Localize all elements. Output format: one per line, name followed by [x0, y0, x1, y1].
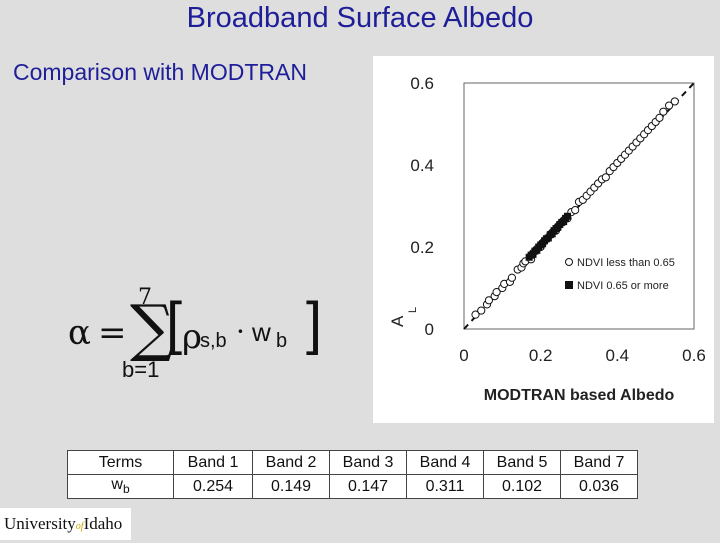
y-tick-label: 0.6 [410, 74, 434, 93]
legend-marker-circle [565, 258, 573, 266]
y-axis-label-subscript: L [407, 307, 419, 313]
data-point-circle [655, 113, 664, 122]
legend-label: NDVI 0.65 or more [577, 280, 669, 292]
formula-equals: = [98, 313, 127, 353]
table-header: Band 1 [173, 450, 253, 475]
table-header-row: Terms Band 1 Band 2 Band 3 Band 4 Band 5… [67, 450, 638, 475]
table-cell: 0.036 [560, 474, 638, 499]
table-header: Band 4 [406, 450, 484, 475]
formula-right-bracket: ] [306, 291, 323, 356]
table-header: Band 2 [252, 450, 330, 475]
formula-sigma: ∑ [130, 291, 175, 364]
legend-marker-square [565, 281, 573, 289]
y-tick-label: 0 [425, 320, 434, 339]
legend-label: NDVI less than 0.65 [577, 257, 675, 269]
logo-text-idaho: Idaho [83, 514, 123, 533]
table-row-label: wb [67, 474, 174, 499]
table-header: Terms [67, 450, 174, 475]
table-cell: 0.311 [406, 474, 484, 499]
formula-w: w [252, 317, 271, 347]
data-point-circle [664, 101, 674, 110]
data-point-circle [484, 296, 494, 305]
table-header: Band 7 [560, 450, 638, 475]
formula-upper-limit: 7 [138, 285, 152, 310]
data-point-circle [492, 288, 501, 297]
table-cell: 0.102 [483, 474, 561, 499]
x-tick-label: 0.2 [529, 346, 553, 365]
table-cell: 0.147 [329, 474, 407, 499]
x-tick-label: 0.4 [606, 346, 630, 365]
data-point-circle [477, 306, 486, 315]
logo-text-university: University [4, 514, 76, 533]
table-cell: 0.149 [252, 474, 330, 499]
y-tick-label: 0.4 [410, 156, 434, 175]
data-point-circle [601, 173, 610, 182]
scatter-chart: 0 0.2 0.4 0.6 0 0.2 0.4 0.6 MODTRAN based Albedo… [388, 74, 706, 404]
slide-subtitle: Comparison with MODTRAN [13, 59, 307, 85]
row-label-w: w [111, 476, 123, 494]
university-logo: UniversityofIdaho [0, 508, 131, 540]
data-point-circle [571, 206, 580, 215]
plot-frame [463, 82, 695, 330]
y-axis-label: A [388, 315, 407, 327]
table-header: Band 5 [483, 450, 561, 475]
x-tick-label: 0 [459, 346, 468, 365]
formula-dot: · [236, 315, 245, 348]
y-tick-label: 0.2 [410, 238, 434, 257]
formula-w-subscript: b [276, 330, 288, 352]
formula-rho: ρ [182, 317, 202, 357]
x-axis-label: MODTRAN based Albedo [484, 387, 675, 404]
formula-rho-subscript: s,b [200, 330, 227, 352]
x-tick-label: 0.6 [682, 346, 706, 365]
data-point-square [564, 212, 571, 220]
formula-left-bracket: [ [166, 291, 183, 356]
data-point-circle [670, 97, 679, 106]
albedo-formula: α = 7 ∑ b=1 [ ρ s,b · w b ] [62, 285, 322, 385]
data-point-circle [507, 273, 517, 282]
formula-alpha: α [68, 313, 91, 353]
row-label-subscript: b [122, 482, 130, 497]
table-header: Band 3 [329, 450, 407, 475]
band-weights-table: Terms Band 1 Band 2 Band 3 Band 4 Band 5… [67, 450, 638, 499]
formula-lower-limit: b=1 [122, 357, 160, 382]
table-cell: 0.254 [173, 474, 253, 499]
table-row: wb 0.254 0.149 0.147 0.311 0.102 0.036 [67, 474, 638, 499]
data-point-circle [659, 107, 668, 116]
slide-title: Broadband Surface Albedo [186, 2, 534, 34]
scatter-chart-panel: 0 0.2 0.4 0.6 0 0.2 0.4 0.6 MODTRAN based Albedo… [373, 56, 714, 423]
data-point-circle [471, 310, 480, 319]
logo-text-of: of [75, 521, 84, 532]
